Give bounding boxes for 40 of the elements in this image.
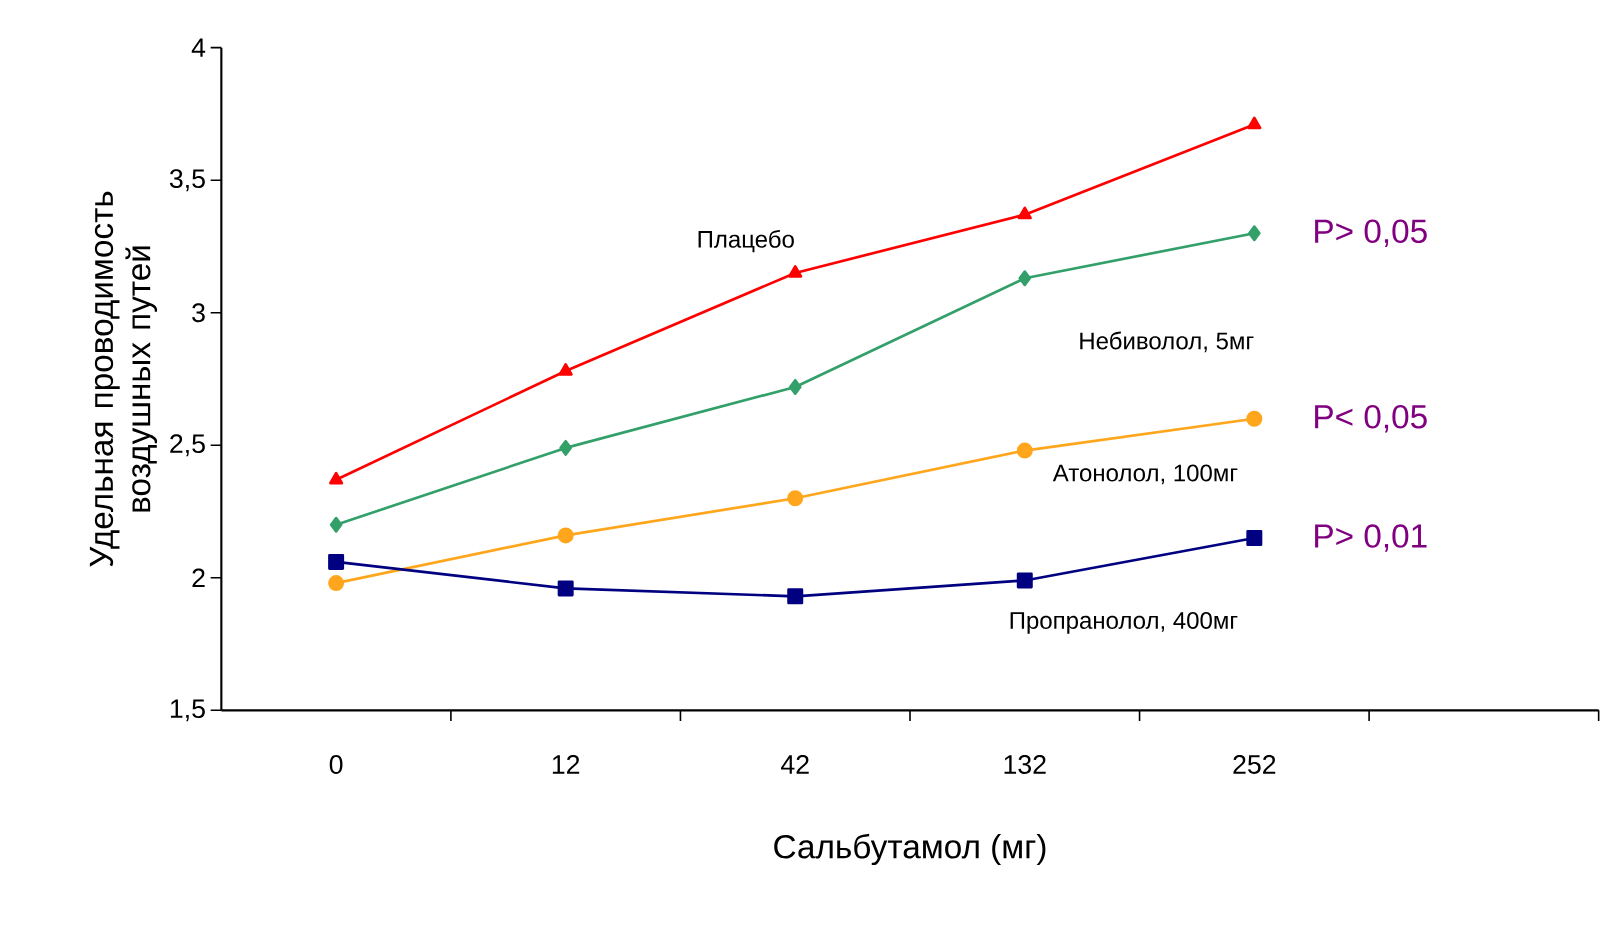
point bbox=[1016, 442, 1033, 459]
point bbox=[558, 363, 573, 376]
point bbox=[788, 378, 802, 395]
point bbox=[557, 580, 574, 597]
text: Небиволол, 5мг bbox=[1080, 331, 1254, 353]
annotation: P< 0,05 bbox=[1315, 404, 1427, 433]
x-tick-label: 252 bbox=[1233, 755, 1276, 774]
annotation: P> 0,01 bbox=[1315, 524, 1427, 552]
point bbox=[559, 439, 573, 456]
point bbox=[1018, 270, 1032, 287]
y-tick-label: 4 bbox=[191, 38, 206, 57]
y-axis-title: Удельная проводимость воздушных путей bbox=[89, 191, 158, 567]
series-label: Пропранолол, 400мг bbox=[1010, 611, 1238, 634]
point bbox=[787, 490, 804, 507]
y-tick-label: 2,5 bbox=[170, 434, 205, 457]
y-tick-label: 3,5 bbox=[169, 169, 205, 192]
point bbox=[1017, 206, 1032, 220]
point bbox=[1246, 410, 1263, 427]
y-tick-label: 3 bbox=[192, 303, 205, 323]
x-tick-label: 12 bbox=[552, 755, 580, 774]
x-tick-label: 132 bbox=[1004, 755, 1046, 774]
series-label: Атонолол, 100мг bbox=[1052, 464, 1238, 485]
point bbox=[788, 264, 803, 278]
x-axis-title: Сальбутамол (мг) bbox=[774, 833, 1046, 866]
y-tick-label: 1,5 bbox=[170, 699, 205, 722]
series-label: Плацебо bbox=[698, 229, 794, 253]
y-tick-label: 2 bbox=[192, 568, 205, 588]
annotation: P> 0,05 bbox=[1315, 219, 1427, 247]
point bbox=[328, 553, 345, 570]
x-tick-label: 0 bbox=[329, 755, 343, 774]
point bbox=[787, 588, 804, 605]
x-tick-label: 42 bbox=[781, 755, 809, 774]
point bbox=[1247, 225, 1261, 242]
point bbox=[329, 516, 343, 533]
point bbox=[1246, 530, 1263, 547]
point bbox=[328, 575, 345, 592]
point bbox=[1016, 572, 1033, 589]
point bbox=[329, 471, 344, 485]
point bbox=[1247, 116, 1262, 130]
point bbox=[557, 527, 574, 544]
